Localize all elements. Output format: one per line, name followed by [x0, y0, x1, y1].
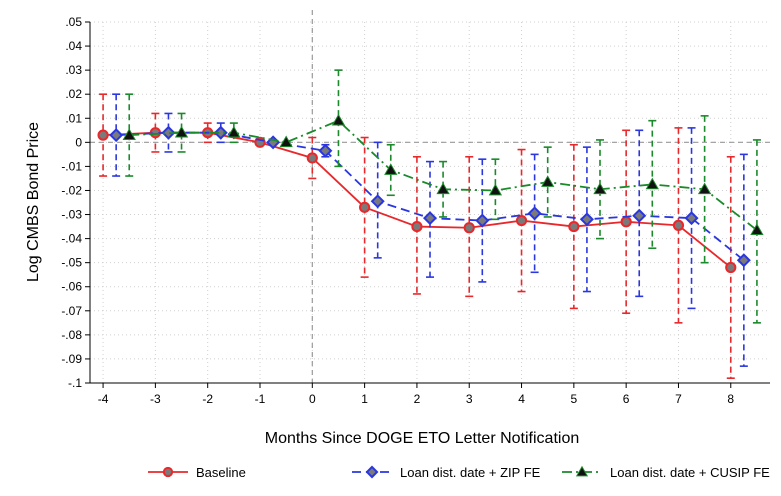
x-tick-label: 7 [675, 392, 682, 406]
y-tick-label: -.06 [61, 280, 82, 294]
data-point [725, 261, 737, 274]
legend-marker [365, 465, 379, 479]
y-tick-label: -.01 [61, 159, 82, 173]
y-tick-label: .02 [65, 87, 82, 101]
data-point [318, 143, 333, 158]
series-layer [97, 69, 764, 379]
data-point [161, 125, 176, 140]
y-axis-title: Log CMBS Bond Price [25, 122, 42, 282]
data-point [541, 175, 555, 187]
data-point [359, 201, 371, 213]
data-point [515, 214, 528, 227]
data-point [422, 211, 438, 226]
y-tick-label: -.08 [61, 328, 82, 342]
data-point [174, 125, 189, 138]
legend-item-3: Loan dist. date + CUSIP FE [562, 465, 770, 480]
data-point [620, 216, 632, 228]
data-point [750, 223, 764, 236]
data-point [645, 177, 659, 190]
x-tick-label: 8 [727, 392, 734, 406]
data-point [463, 222, 475, 234]
data-point [109, 128, 124, 143]
y-tick-label: .05 [65, 15, 82, 29]
x-tick-label: 2 [414, 392, 421, 406]
legend-label: Loan dist. date + ZIP FE [400, 465, 541, 480]
data-point [593, 182, 607, 195]
y-tick-label: -.07 [61, 304, 82, 318]
data-point [568, 220, 580, 233]
legend-label: Loan dist. date + CUSIP FE [610, 465, 770, 480]
legend-marker [162, 466, 174, 478]
x-tick-label: -3 [150, 392, 161, 406]
y-tick-label: .04 [65, 39, 82, 53]
y-tick-label: -.09 [61, 352, 82, 366]
legend-label: Baseline [196, 465, 246, 480]
y-tick-label: -.05 [61, 256, 82, 270]
x-axis-title: Months Since DOGE ETO Letter Notificatio… [265, 430, 580, 447]
y-tick-label: -.02 [61, 183, 82, 197]
data-point [384, 163, 398, 175]
x-tick-label: 1 [361, 392, 368, 406]
y-tick-label: .01 [65, 111, 82, 125]
data-point [527, 206, 542, 221]
x-tick-label: 5 [571, 392, 578, 406]
y-tick-label: -.04 [61, 232, 82, 246]
data-point [306, 152, 318, 164]
x-tick-label: -4 [98, 392, 109, 406]
legend-item-2: Loan dist. date + ZIP FE [352, 465, 541, 480]
legend-marker [575, 465, 589, 477]
y-tick-label: -.03 [61, 208, 82, 222]
data-point [684, 211, 699, 226]
x-tick-label: 4 [518, 392, 525, 406]
axes: .05 .04 .03 .02 .01 0 -.01 -.02 -.03 -.04 -.05 -.06… [61, 15, 770, 406]
x-tick-label: -1 [255, 392, 266, 406]
y-tick-label: -.1 [68, 376, 82, 390]
data-point [697, 182, 712, 195]
y-tick-label: .03 [65, 63, 82, 77]
data-point [672, 219, 685, 231]
legend-item-1: Baseline [148, 465, 246, 480]
data-point [331, 113, 346, 126]
x-tick-label: 0 [309, 392, 316, 406]
data-point [488, 183, 503, 196]
y-tick-label: 0 [75, 135, 82, 149]
reference-lines [90, 10, 770, 383]
data-point [122, 128, 136, 140]
x-tick-label: 3 [466, 392, 473, 406]
data-point [632, 208, 647, 223]
data-point [411, 220, 423, 233]
data-point [475, 213, 490, 228]
x-tick-label: 6 [623, 392, 630, 406]
data-point [736, 253, 751, 268]
data-point [279, 135, 293, 148]
data-point [213, 125, 228, 140]
series-3 [122, 69, 764, 324]
data-point [227, 125, 241, 138]
data-point [370, 194, 385, 209]
data-point [579, 212, 594, 227]
x-tick-label: -2 [202, 392, 213, 406]
data-point [436, 182, 450, 195]
series-2 [109, 93, 751, 367]
data-point [97, 129, 109, 141]
legend: Baseline Loan dist. date + ZIP FE Loan dis… [148, 465, 770, 480]
